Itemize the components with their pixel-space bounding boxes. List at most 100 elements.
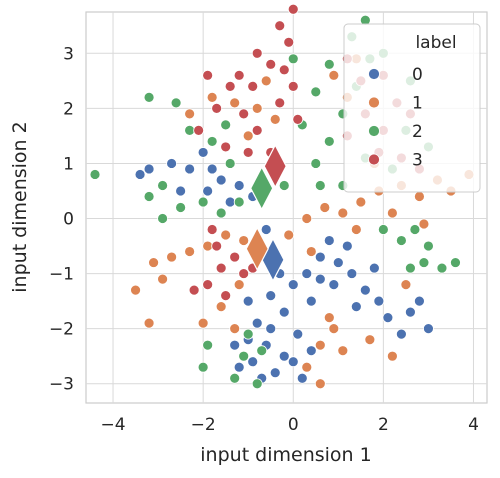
point-label-3: [220, 141, 232, 153]
point-label-3: [251, 125, 263, 136]
point-label-0: [260, 224, 272, 235]
point-label-0: [265, 290, 277, 302]
point-label-0: [251, 317, 263, 329]
point-label-0: [305, 345, 317, 357]
point-label-1: [197, 317, 209, 329]
point-label-1: [301, 361, 313, 373]
point-label-3: [283, 36, 295, 48]
point-label-1: [337, 207, 349, 219]
point-label-0: [373, 295, 385, 307]
point-label-0: [278, 350, 290, 362]
point-label-0: [328, 279, 340, 290]
y-axis-label: input dimension 2: [9, 121, 31, 292]
point-label-2: [310, 158, 322, 169]
point-label-1: [414, 191, 425, 202]
point-label-2: [450, 257, 461, 268]
point-label-1: [328, 323, 340, 335]
point-label-2: [323, 136, 335, 147]
point-label-0: [166, 158, 178, 169]
legend-entry-0: 0: [412, 65, 423, 85]
x-tick-label: −2: [191, 415, 216, 435]
point-label-3: [206, 224, 218, 235]
point-label-1: [157, 273, 168, 285]
point-label-0: [405, 306, 416, 318]
point-label-1: [337, 345, 349, 357]
point-label-2: [314, 180, 326, 191]
point-label-2: [418, 257, 430, 268]
class-mean-2: [250, 165, 274, 211]
point-label-0: [359, 284, 371, 296]
point-label-3: [220, 290, 232, 302]
point-label-1: [148, 257, 159, 268]
point-label-3: [229, 251, 241, 263]
point-label-2: [395, 235, 407, 246]
point-label-0: [292, 328, 304, 340]
point-label-2: [242, 328, 254, 340]
point-label-2: [220, 119, 232, 131]
point-label-2: [238, 350, 250, 362]
point-label-1: [233, 279, 245, 290]
point-label-1: [364, 334, 376, 346]
point-label-0: [233, 180, 245, 191]
legend-marker-2: [368, 125, 380, 137]
point-label-3: [193, 125, 205, 136]
point-label-0: [269, 367, 281, 379]
point-label-2: [143, 91, 155, 103]
point-label-2: [206, 136, 218, 147]
point-label-1: [386, 350, 398, 362]
point-label-0: [224, 196, 236, 208]
point-label-0: [197, 147, 209, 158]
x-tick-label: 4: [468, 415, 479, 435]
point-label-3: [278, 64, 290, 76]
point-label-3: [211, 102, 223, 114]
point-label-1: [242, 130, 254, 142]
point-label-2: [310, 86, 322, 98]
point-label-2: [184, 125, 196, 136]
point-label-3: [238, 108, 250, 120]
class-mean-1: [245, 226, 269, 272]
class-mean-3: [263, 143, 287, 189]
point-label-1: [229, 97, 241, 109]
point-label-2: [423, 240, 434, 252]
point-label-2: [278, 180, 290, 191]
point-label-3: [265, 58, 277, 70]
point-label-2: [287, 53, 299, 65]
point-label-3: [224, 80, 236, 92]
point-label-1: [314, 378, 326, 390]
point-label-0: [350, 301, 362, 313]
point-label-2: [197, 196, 209, 208]
point-label-2: [202, 339, 214, 351]
point-label-1: [220, 229, 232, 241]
point-label-0: [233, 361, 245, 373]
point-label-0: [314, 273, 326, 285]
point-label-3: [251, 47, 263, 59]
point-label-1: [301, 213, 313, 224]
point-label-2: [215, 207, 227, 219]
y-tick-label: 1: [63, 154, 74, 174]
point-label-0: [229, 339, 241, 351]
point-label-0: [202, 185, 214, 197]
point-label-0: [175, 185, 187, 197]
point-label-2: [170, 97, 182, 109]
point-label-3: [215, 262, 227, 274]
point-label-0: [323, 235, 335, 246]
point-label-0: [247, 356, 259, 368]
point-label-2: [229, 372, 241, 384]
x-tick-label: −4: [101, 415, 126, 435]
point-label-1: [319, 202, 331, 213]
point-label-0: [305, 295, 317, 307]
x-axis-label: input dimension 1: [200, 444, 371, 466]
point-label-3: [211, 240, 223, 252]
point-label-1: [314, 339, 326, 351]
point-label-3: [202, 279, 214, 290]
point-label-0: [368, 262, 380, 274]
point-label-2: [197, 361, 209, 373]
point-label-1: [229, 323, 241, 335]
point-label-1: [184, 246, 196, 257]
scatter-points: [89, 3, 475, 390]
point-label-3: [233, 69, 245, 81]
point-label-0: [134, 169, 146, 180]
point-label-0: [332, 257, 344, 268]
legend-marker-0: [368, 68, 380, 80]
